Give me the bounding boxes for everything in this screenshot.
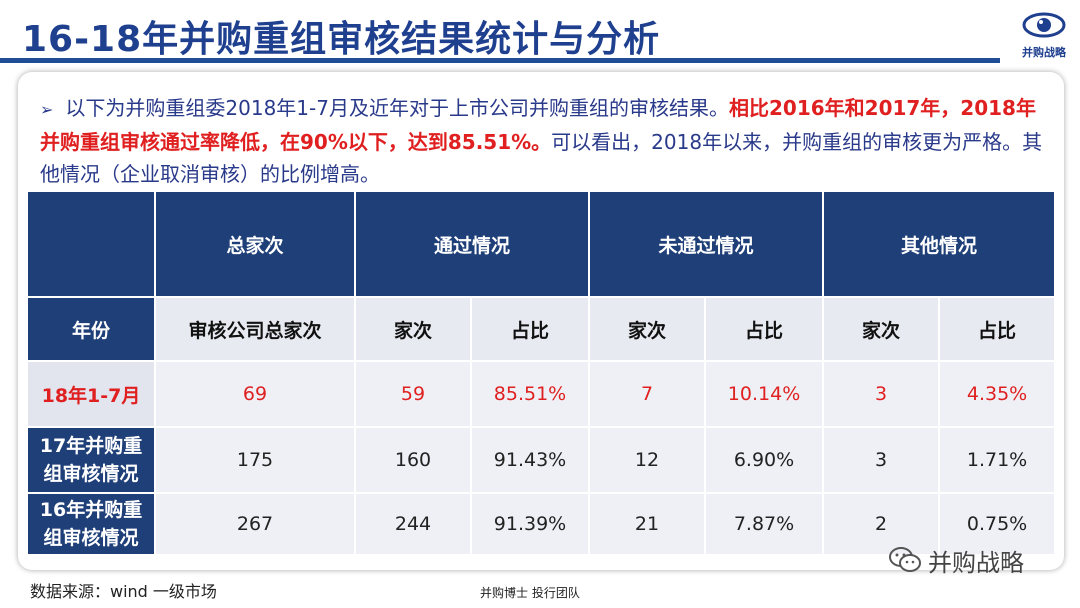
table-row: 16年并购重组审核情况 267 244 91.39% 21 7.87% 2 0.… bbox=[26, 492, 1057, 556]
table-cell: 69 bbox=[154, 360, 356, 428]
table-cell: 85.51% bbox=[469, 360, 591, 428]
footer-credit: 并购博士 投行团队 bbox=[480, 586, 580, 600]
table-cell: 4.35% bbox=[938, 360, 1057, 428]
sub-header-passed-ratio: 占比 bbox=[469, 296, 591, 362]
table-cell: 244 bbox=[354, 492, 472, 556]
group-header-failed: 未通过情况 bbox=[588, 190, 825, 298]
review-results-table: 总家次 通过情况 未通过情况 其他情况 年份 审核公司总家次 家次 占比 家次 … bbox=[26, 190, 1057, 556]
row-year-label: 17年并购重组审核情况 bbox=[26, 426, 156, 494]
table-cell: 10.14% bbox=[704, 360, 825, 428]
table-cell: 7 bbox=[588, 360, 707, 428]
table-cell: 1.71% bbox=[938, 426, 1057, 494]
table-cell: 3 bbox=[822, 360, 941, 428]
title-underline bbox=[0, 58, 1000, 63]
page-title: 16-18年并购重组审核结果统计与分析 bbox=[22, 19, 661, 60]
watermark-text: 并购战略 bbox=[928, 548, 1024, 577]
table-cell: 267 bbox=[154, 492, 356, 556]
sub-header-year: 年份 bbox=[26, 296, 156, 362]
sub-header-other-count: 家次 bbox=[822, 296, 941, 362]
table-cell: 12 bbox=[588, 426, 707, 494]
table-sub-header-row: 年份 审核公司总家次 家次 占比 家次 占比 家次 占比 bbox=[26, 296, 1057, 362]
group-header-total: 总家次 bbox=[154, 190, 356, 298]
eye-icon bbox=[1022, 12, 1066, 38]
table-cell: 0.75% bbox=[938, 492, 1057, 556]
group-header-passed: 通过情况 bbox=[353, 190, 591, 298]
row-year-label: 18年1-7月 bbox=[26, 360, 156, 428]
corner-cell bbox=[26, 190, 156, 298]
table-cell: 21 bbox=[588, 492, 707, 556]
sub-header-failed-count: 家次 bbox=[588, 296, 707, 362]
table-cell: 160 bbox=[354, 426, 472, 494]
intro-text-part1: 以下为并购重组委2018年1-7月及近年对于上市公司并购重组的审核结果。 bbox=[65, 96, 729, 120]
data-source: 数据来源：wind 一级市场 bbox=[30, 582, 217, 601]
sub-header-passed-count: 家次 bbox=[354, 296, 472, 362]
table-cell: 59 bbox=[354, 360, 472, 428]
table-group-header-row: 总家次 通过情况 未通过情况 其他情况 bbox=[26, 190, 1057, 298]
table-cell: 91.43% bbox=[469, 426, 591, 494]
row-year-label: 16年并购重组审核情况 bbox=[26, 492, 156, 556]
sub-header-other-ratio: 占比 bbox=[938, 296, 1057, 362]
intro-highlight: 相比2016年和2017年，2018年并购重组审核通过率降低，在90%以下，达到… bbox=[40, 96, 1036, 154]
logo-text: 并购战略 bbox=[1022, 46, 1066, 59]
table-row: 17年并购重组审核情况 175 160 91.43% 12 6.90% 3 1.… bbox=[26, 426, 1057, 494]
table-cell: 175 bbox=[154, 426, 356, 494]
table-row: 18年1-7月 69 59 85.51% 7 10.14% 3 4.35% bbox=[26, 360, 1057, 428]
table-cell: 2 bbox=[822, 492, 941, 556]
intro-paragraph: ➢ 以下为并购重组委2018年1-7月及近年对于上市公司并购重组的审核结果。相比2… bbox=[40, 92, 1050, 190]
table-cell: 3 bbox=[822, 426, 941, 494]
table-cell: 7.87% bbox=[704, 492, 825, 556]
brand-logo: 并购战略 bbox=[1014, 8, 1074, 60]
sub-header-failed-ratio: 占比 bbox=[704, 296, 825, 362]
wechat-icon bbox=[889, 547, 921, 572]
group-header-other: 其他情况 bbox=[822, 190, 1057, 298]
watermark: 并购战略 bbox=[888, 540, 1024, 580]
bullet-arrow-icon: ➢ bbox=[40, 100, 54, 119]
table-cell: 6.90% bbox=[704, 426, 825, 494]
table-cell: 91.39% bbox=[469, 492, 591, 556]
sub-header-total-count: 审核公司总家次 bbox=[154, 296, 356, 362]
intro-text-part2: 可以看出，2018年以来，并购重组的审核更为严格。其他情况（企业取消审核）的比例… bbox=[40, 130, 1043, 186]
